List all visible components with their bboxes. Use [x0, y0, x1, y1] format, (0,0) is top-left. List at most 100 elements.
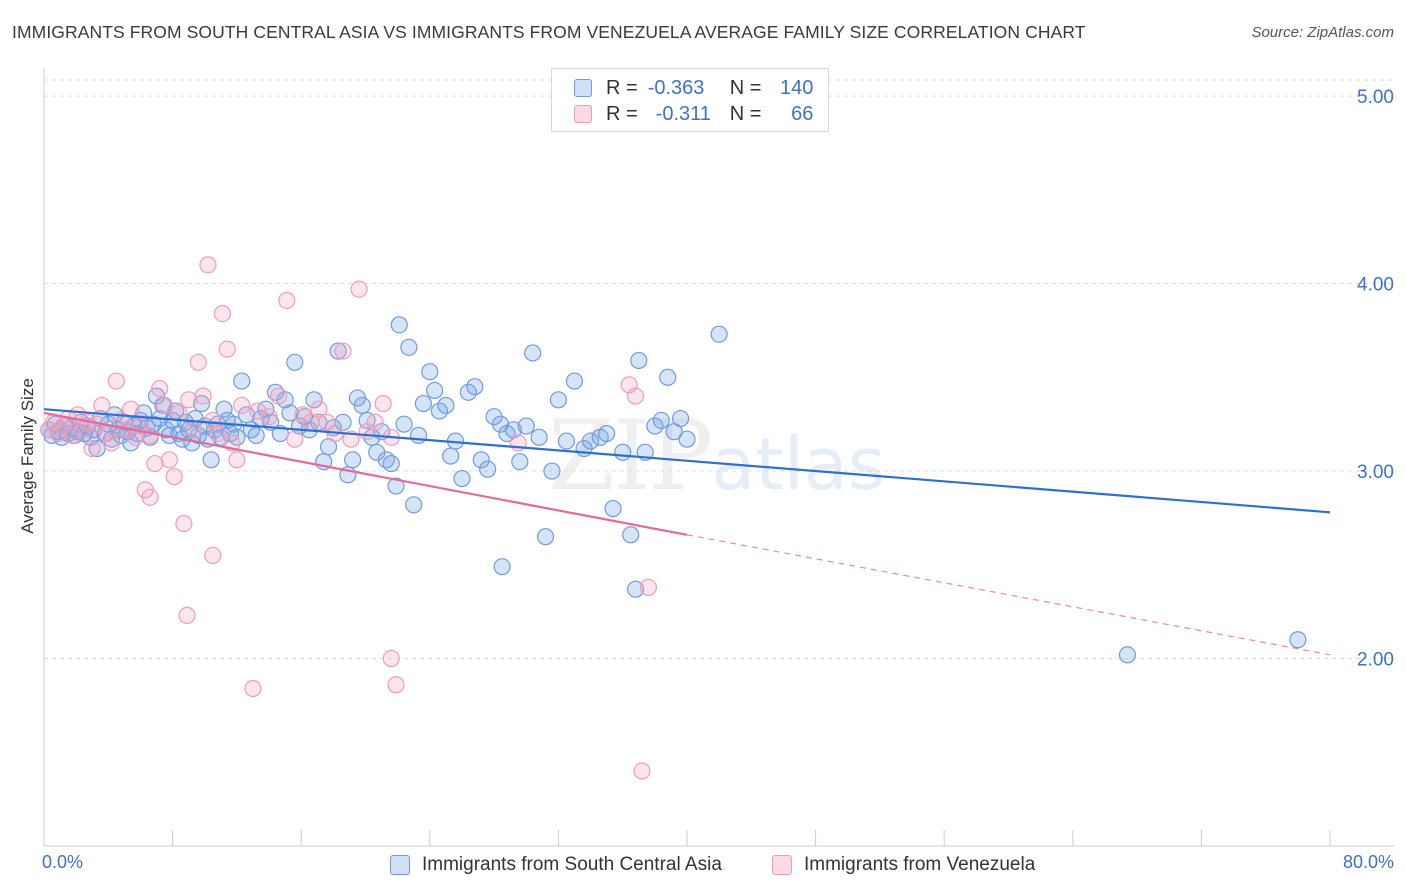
data-point-south-central-asia: [233, 372, 251, 390]
data-point-south-central-asia: [581, 432, 600, 450]
data-point-south-central-asia: [549, 391, 568, 409]
data-point-venezuela: [93, 396, 111, 415]
data-point-venezuela: [199, 256, 217, 274]
data-point-venezuela: [141, 488, 159, 506]
stats-n-label: N =: [729, 76, 762, 99]
data-point-south-central-asia: [202, 451, 220, 469]
stats-n-value: 66: [791, 102, 814, 125]
data-point-south-central-asia: [400, 338, 418, 356]
data-point-venezuela: [165, 468, 183, 486]
stats-n-label: N =: [729, 102, 762, 125]
data-point-south-central-asia: [390, 316, 408, 334]
data-point-venezuela: [107, 372, 125, 390]
data-point-venezuela: [260, 408, 278, 426]
legend-label: Immigrants from Venezuela: [804, 854, 1036, 875]
y-tick-label: 3.00: [1357, 462, 1394, 483]
data-point-south-central-asia: [598, 424, 616, 443]
source-credit: Source: ZipAtlas.com: [1251, 24, 1394, 41]
data-point-south-central-asia: [395, 415, 413, 433]
data-point-south-central-asia: [671, 409, 690, 428]
legend-item-south-central-asia[interactable]: Immigrants from South Central Asia: [390, 852, 722, 878]
data-point-south-central-asia: [524, 344, 542, 362]
x-tick-label-min: 0.0%: [42, 852, 84, 872]
data-point-south-central-asia: [626, 580, 645, 598]
data-point-south-central-asia: [530, 428, 548, 446]
data-point-south-central-asia: [472, 451, 490, 469]
data-point-south-central-asia: [543, 462, 561, 480]
data-point-south-central-asia: [215, 400, 233, 418]
data-point-south-central-asia: [387, 477, 405, 495]
data-point-south-central-asia: [421, 363, 439, 381]
data-point-south-central-asia: [382, 454, 400, 473]
data-point-venezuela: [374, 394, 392, 413]
data-point-venezuela: [102, 434, 121, 452]
data-point-venezuela: [244, 679, 262, 698]
data-point-venezuela: [233, 396, 251, 415]
data-point-south-central-asia: [353, 396, 371, 415]
data-point-south-central-asia: [678, 430, 696, 448]
data-point-venezuela: [146, 454, 164, 473]
data-point-venezuela: [204, 411, 222, 430]
data-point-venezuela: [175, 514, 193, 533]
data-point-venezuela: [286, 430, 304, 448]
legend-item-venezuela[interactable]: Immigrants from Venezuela: [772, 852, 1035, 878]
data-point-south-central-asia: [405, 496, 423, 514]
data-point-venezuela: [213, 304, 232, 323]
stats-n-value: 140: [780, 76, 814, 99]
data-point-venezuela: [141, 426, 159, 445]
data-point-south-central-asia: [466, 378, 484, 396]
legend-swatch-blue: [390, 855, 410, 875]
data-point-south-central-asia: [344, 451, 362, 469]
data-point-south-central-asia: [479, 460, 497, 478]
data-point-south-central-asia: [305, 391, 323, 409]
data-point-venezuela: [387, 676, 405, 694]
data-point-venezuela: [194, 387, 212, 405]
y-axis-label: Average Family Size: [18, 378, 37, 534]
data-point-venezuela: [64, 426, 82, 445]
data-point-south-central-asia: [630, 351, 648, 370]
data-point-south-central-asia: [710, 325, 728, 343]
data-point-venezuela: [633, 762, 651, 780]
data-point-south-central-asia: [557, 432, 576, 450]
data-point-south-central-asia: [329, 342, 347, 360]
data-point-south-central-asia: [652, 411, 670, 430]
data-point-venezuela: [218, 340, 236, 358]
data-point-venezuela: [83, 439, 101, 458]
data-point-south-central-asia: [157, 421, 175, 439]
data-point-south-central-asia: [437, 396, 455, 415]
data-point-south-central-asia: [517, 417, 535, 435]
data-point-south-central-asia: [622, 526, 640, 544]
legend-swatch-pink: [772, 855, 792, 875]
data-point-venezuela: [350, 280, 368, 298]
watermark: ZIPatlas: [548, 400, 885, 512]
stats-r-label: R =: [606, 76, 638, 99]
y-tick-label: 4.00: [1357, 275, 1394, 296]
data-point-venezuela: [228, 451, 246, 469]
stats-swatch-blue: [574, 79, 592, 97]
stats-row-south-central-asia: R = -0.363 N = 140: [574, 76, 813, 100]
data-point-south-central-asia: [409, 426, 428, 445]
data-point-venezuela: [382, 649, 400, 668]
data-point-south-central-asia: [493, 558, 511, 576]
data-point-south-central-asia: [414, 394, 432, 413]
data-point-venezuela: [204, 546, 222, 565]
data-point-venezuela: [180, 391, 198, 409]
data-point-venezuela: [155, 396, 174, 415]
stats-r-value: -0.311: [655, 102, 711, 125]
trend-line-venezuela: [43, 411, 688, 536]
correlation-stats-box: R = -0.363 N = 140 R = -0.311 N = 66: [551, 68, 829, 132]
data-point-south-central-asia: [453, 469, 471, 488]
legend-label: Immigrants from South Central Asia: [422, 854, 722, 875]
y-tick-label: 5.00: [1357, 87, 1394, 108]
data-point-venezuela: [270, 387, 288, 405]
data-point-venezuela: [189, 353, 207, 371]
data-point-venezuela: [366, 413, 384, 431]
data-point-south-central-asia: [504, 421, 522, 439]
trend-line-south-central-asia: [43, 408, 1331, 514]
data-point-south-central-asia: [614, 443, 632, 461]
stats-r-label: R =: [606, 102, 638, 125]
data-point-south-central-asia: [565, 372, 584, 390]
data-point-venezuela: [334, 342, 352, 360]
data-point-south-central-asia: [442, 447, 460, 465]
